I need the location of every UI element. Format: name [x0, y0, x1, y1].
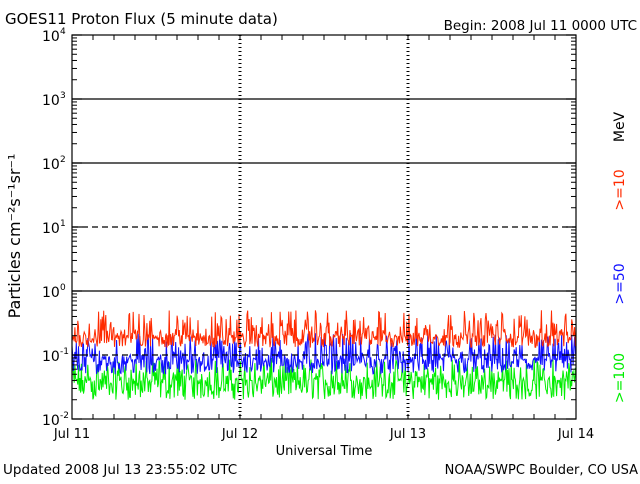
y-tick-label-1e2: 10 — [42, 157, 60, 173]
legend-item-100mev: >=100 — [612, 353, 628, 403]
credit: NOAA/SWPC Boulder, CO USA — [445, 463, 638, 478]
begin-time: Begin: 2008 Jul 11 0000 UTC — [444, 18, 637, 34]
x-tick-label-jul-12: Jul 12 — [221, 427, 258, 442]
y-tick-label-1e3: 10 — [42, 93, 60, 109]
y-tick-label-exponent: 4 — [60, 27, 66, 37]
y-tick-label-exponent: 3 — [60, 91, 66, 101]
series-line-10mev — [71, 310, 577, 348]
y-tick-label-1e-1: 10 — [42, 349, 60, 365]
legend-unit: MeV — [612, 111, 628, 142]
x-tick-label-jul-14: Jul 14 — [557, 427, 594, 442]
series-line-100mev — [71, 357, 577, 401]
y-tick-label-exponent: 2 — [60, 155, 66, 165]
series-line-50mev — [71, 333, 577, 375]
legend-item-50mev: >=50 — [612, 263, 628, 304]
y-tick-label-exponent: -1 — [60, 347, 69, 357]
plot-grid-group — [72, 35, 576, 419]
y-tick-label-1e0: 10 — [42, 285, 60, 301]
plot-axes-group — [71, 34, 577, 420]
legend-item-10mev: >=10 — [612, 169, 628, 210]
y-tick-label-exponent: 0 — [60, 283, 66, 293]
y-tick-label-1e-2: 10 — [42, 413, 60, 429]
x-axis-label: Universal Time — [276, 444, 373, 459]
x-tick-label-jul-11: Jul 11 — [53, 427, 90, 442]
y-axis-label: Particles cm⁻²s⁻¹sr⁻¹ — [5, 154, 24, 319]
y-tick-label-1e1: 10 — [42, 221, 60, 237]
y-tick-label-exponent: -2 — [60, 411, 69, 421]
chart-title: GOES11 Proton Flux (5 minute data) — [5, 10, 278, 28]
updated-time: Updated 2008 Jul 13 23:55:02 UTC — [3, 462, 237, 478]
y-tick-label-1e4: 10 — [42, 29, 60, 45]
legend-group: MeV >=10 >=50 >=100 — [612, 111, 628, 403]
x-tick-label-jul-13: Jul 13 — [389, 427, 426, 442]
y-tick-label-exponent: 1 — [60, 219, 66, 229]
plot-series-group — [71, 310, 577, 401]
